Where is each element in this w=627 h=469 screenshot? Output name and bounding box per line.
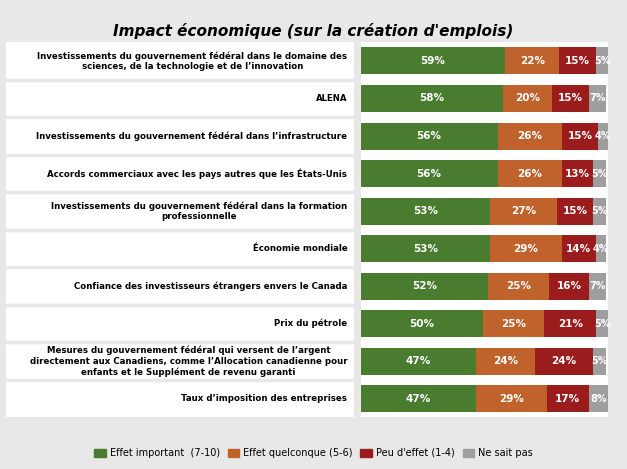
Text: 5%: 5% <box>591 168 608 179</box>
Bar <box>361 85 503 112</box>
Text: 5%: 5% <box>591 206 608 216</box>
Text: 15%: 15% <box>567 131 593 141</box>
Text: 26%: 26% <box>517 168 542 179</box>
Text: 59%: 59% <box>421 56 445 66</box>
Text: 29%: 29% <box>514 243 539 254</box>
Text: 8%: 8% <box>590 393 607 404</box>
Text: Prix du pétrole: Prix du pétrole <box>274 319 347 328</box>
Legend: Effet important  (7-10), Effet quelconque (5-6), Peu d'effet (1-4), Ne sait pas: Effet important (7-10), Effet quelconque… <box>90 444 537 462</box>
Bar <box>488 272 549 300</box>
Bar <box>559 47 596 75</box>
Text: Investissements du gouvernement fédéral dans la formation
professionnelle: Investissements du gouvernement fédéral … <box>51 201 347 221</box>
Bar <box>505 47 559 75</box>
Text: 15%: 15% <box>557 93 582 104</box>
Text: 24%: 24% <box>552 356 577 366</box>
Text: 15%: 15% <box>565 56 590 66</box>
Text: 14%: 14% <box>566 243 591 254</box>
Bar <box>361 160 498 187</box>
Bar <box>503 85 552 112</box>
Text: Mesures du gouvernement fédéral qui versent de l’argent
directement aux Canadien: Mesures du gouvernement fédéral qui vers… <box>29 346 347 377</box>
Text: 5%: 5% <box>594 318 610 329</box>
Text: 4%: 4% <box>595 131 611 141</box>
Text: 25%: 25% <box>506 281 531 291</box>
Bar <box>557 197 594 225</box>
Bar <box>361 47 505 75</box>
Bar <box>594 160 606 187</box>
Bar <box>562 160 594 187</box>
Bar <box>589 272 606 300</box>
Text: 20%: 20% <box>515 93 540 104</box>
Bar <box>598 122 608 150</box>
Bar <box>562 122 598 150</box>
Text: 50%: 50% <box>409 318 435 329</box>
Text: 47%: 47% <box>406 393 431 404</box>
Bar <box>476 348 535 375</box>
Text: 25%: 25% <box>501 318 526 329</box>
Text: 53%: 53% <box>413 243 438 254</box>
Text: 58%: 58% <box>419 93 444 104</box>
Bar <box>498 122 562 150</box>
Bar <box>361 122 498 150</box>
Text: Taux d’imposition des entreprises: Taux d’imposition des entreprises <box>181 394 347 403</box>
Text: Impact économique (sur la création d'emplois): Impact économique (sur la création d'emp… <box>113 23 514 39</box>
Text: 21%: 21% <box>557 318 582 329</box>
Text: ALENA: ALENA <box>316 94 347 103</box>
Text: Confiance des investisseurs étrangers envers le Canada: Confiance des investisseurs étrangers en… <box>74 281 347 291</box>
Text: 16%: 16% <box>556 281 581 291</box>
Bar <box>361 385 476 412</box>
Bar <box>596 235 606 262</box>
Text: 7%: 7% <box>589 281 606 291</box>
Text: 27%: 27% <box>511 206 536 216</box>
Text: 5%: 5% <box>594 56 610 66</box>
Text: 13%: 13% <box>565 168 590 179</box>
Bar <box>596 310 608 337</box>
Bar <box>549 272 589 300</box>
Bar <box>547 385 589 412</box>
Bar <box>589 85 606 112</box>
Text: Investissements du gouvernement fédéral dans le domaine des
sciences, de la tech: Investissements du gouvernement fédéral … <box>37 51 347 71</box>
Bar <box>498 160 562 187</box>
Bar <box>596 47 608 75</box>
Bar <box>594 197 606 225</box>
Bar <box>361 197 490 225</box>
Bar <box>562 235 596 262</box>
Text: 26%: 26% <box>517 131 542 141</box>
Text: Économie mondiale: Économie mondiale <box>253 244 347 253</box>
Bar <box>552 85 589 112</box>
Bar <box>594 348 606 375</box>
Bar <box>361 235 490 262</box>
Text: 47%: 47% <box>406 356 431 366</box>
Text: 53%: 53% <box>413 206 438 216</box>
Text: 15%: 15% <box>562 206 587 216</box>
Text: 17%: 17% <box>555 393 581 404</box>
Bar <box>490 235 562 262</box>
Bar <box>476 385 547 412</box>
Bar <box>483 310 544 337</box>
Text: 56%: 56% <box>417 131 441 141</box>
Bar <box>490 197 557 225</box>
Text: 29%: 29% <box>499 393 524 404</box>
Text: Accords commerciaux avec les pays autres que les États-Unis: Accords commerciaux avec les pays autres… <box>48 168 347 179</box>
Text: 5%: 5% <box>591 356 608 366</box>
Bar <box>361 310 483 337</box>
Text: 4%: 4% <box>593 243 609 254</box>
Text: 22%: 22% <box>520 56 545 66</box>
Text: 24%: 24% <box>493 356 518 366</box>
Bar <box>544 310 596 337</box>
Bar <box>361 272 488 300</box>
Bar <box>535 348 594 375</box>
Text: 56%: 56% <box>417 168 441 179</box>
Text: Investissements du gouvernement fédéral dans l’infrastructure: Investissements du gouvernement fédéral … <box>36 131 347 141</box>
Bar <box>361 348 476 375</box>
Bar <box>589 385 608 412</box>
Text: 7%: 7% <box>589 93 606 104</box>
Text: 52%: 52% <box>412 281 437 291</box>
